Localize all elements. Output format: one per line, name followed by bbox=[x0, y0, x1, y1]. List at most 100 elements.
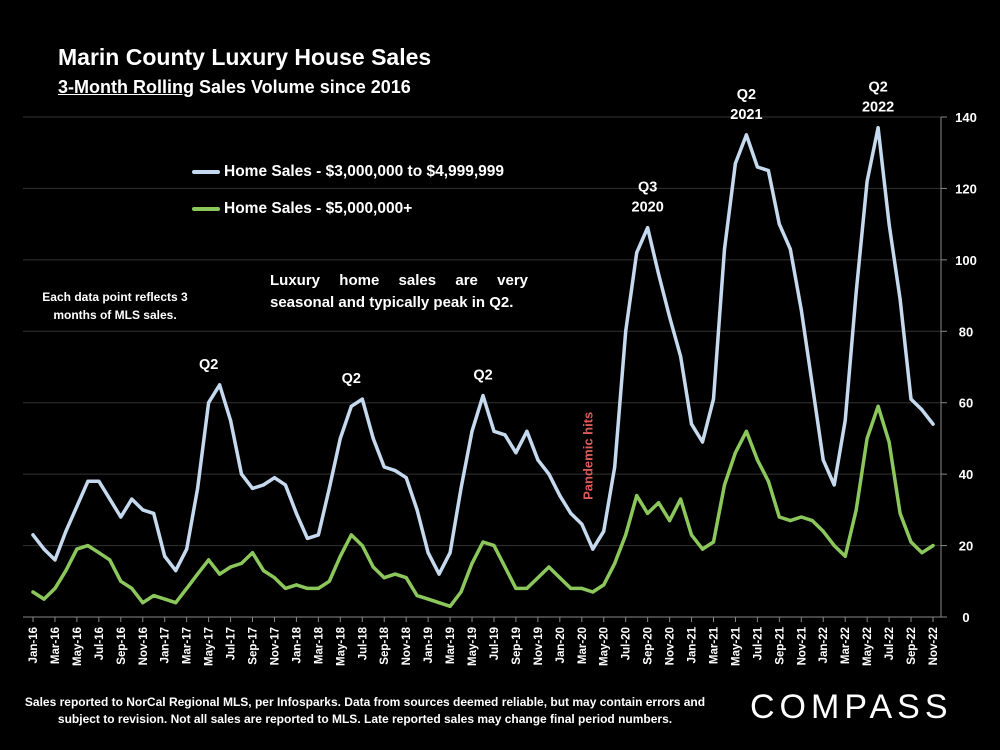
data-point-1-May-17 bbox=[207, 401, 211, 405]
chart-subtitle: 3-Month Rolling Sales Volume since 2016 bbox=[58, 77, 411, 98]
x-tick-label-Nov-17: Nov-17 bbox=[269, 627, 281, 665]
data-point-2-Jun-22 bbox=[876, 404, 880, 408]
data-point-2-Feb-21 bbox=[700, 547, 705, 551]
data-point-1-Apr-16 bbox=[64, 529, 68, 533]
data-point-2-Feb-16 bbox=[42, 597, 46, 601]
annotation-5-line-0: Q2 bbox=[868, 80, 887, 96]
data-point-2-Nov-16 bbox=[141, 601, 145, 605]
data-point-1-Sep-19 bbox=[514, 451, 518, 455]
data-point-1-Mar-21 bbox=[711, 397, 716, 401]
data-point-1-Jan-18 bbox=[294, 511, 298, 515]
data-point-1-Jul-20 bbox=[624, 329, 628, 333]
data-point-1-Jun-21 bbox=[744, 133, 749, 137]
series-points-2 bbox=[31, 404, 935, 608]
series-lines bbox=[31, 125, 935, 609]
data-point-1-Apr-19 bbox=[459, 486, 463, 490]
data-point-2-Nov-22 bbox=[931, 544, 935, 548]
data-point-1-Feb-21 bbox=[700, 440, 705, 444]
data-point-2-Aug-19 bbox=[503, 565, 507, 569]
data-point-2-Mar-21 bbox=[711, 540, 716, 544]
y-tick-label-0: 0 bbox=[962, 610, 969, 625]
data-point-1-Mar-20 bbox=[580, 522, 584, 526]
data-point-2-Oct-18 bbox=[393, 572, 397, 576]
data-point-1-Nov-18 bbox=[404, 476, 408, 480]
data-point-1-Oct-20 bbox=[657, 272, 661, 276]
data-point-1-Dec-21 bbox=[810, 383, 814, 387]
data-point-1-Feb-20 bbox=[569, 511, 573, 515]
x-tick-label-Jul-18: Jul-18 bbox=[357, 626, 369, 660]
data-point-1-Aug-22 bbox=[898, 297, 902, 301]
data-point-2-Jul-22 bbox=[887, 440, 891, 444]
x-tick-label-Sep-18: Sep-18 bbox=[379, 626, 391, 664]
data-point-2-Jun-21 bbox=[744, 429, 749, 433]
x-tick-label-May-20: May-20 bbox=[599, 627, 611, 666]
data-point-1-Jun-16 bbox=[86, 479, 90, 483]
x-axis: Jan-16 Mar-16 May-16 Jul-16 Sep-16 Nov-16 Jan-… bbox=[28, 617, 940, 666]
data-point-2-Feb-22 bbox=[832, 544, 836, 548]
subtitle-underlined: 3-Month Rolling bbox=[58, 77, 194, 97]
x-tick-label-Jan-18: Jan-18 bbox=[291, 626, 303, 663]
compass-logo: COMPASS bbox=[750, 688, 953, 726]
data-point-1-May-16 bbox=[75, 504, 79, 508]
y-tick-label-60: 60 bbox=[959, 396, 973, 411]
data-point-1-Apr-18 bbox=[327, 486, 331, 490]
data-point-1-Oct-17 bbox=[261, 483, 266, 487]
annotation-2: Q2 bbox=[473, 368, 492, 384]
data-point-1-Sep-18 bbox=[382, 465, 386, 469]
data-point-1-Jan-16 bbox=[31, 533, 35, 537]
x-tick-label-May-21: May-21 bbox=[730, 626, 742, 666]
data-point-1-Feb-18 bbox=[305, 536, 309, 541]
annotation-3: Q3 2020 bbox=[632, 180, 664, 216]
data-point-1-Feb-17 bbox=[174, 569, 178, 573]
x-tick-label-Sep-19: Sep-19 bbox=[511, 627, 523, 665]
x-tick-label-Mar-16: Mar-16 bbox=[50, 627, 62, 664]
data-point-1-Feb-19 bbox=[437, 572, 441, 576]
data-point-1-Aug-20 bbox=[635, 251, 639, 255]
data-point-1-Dec-20 bbox=[679, 354, 683, 358]
data-point-1-Aug-19 bbox=[503, 433, 507, 437]
legend-item-series1: Home Sales - $3,000,000 to $4,999,999 bbox=[192, 160, 504, 184]
data-point-2-Dec-16 bbox=[152, 594, 156, 598]
data-point-1-Mar-18 bbox=[316, 533, 320, 537]
data-point-2-Feb-20 bbox=[569, 586, 573, 591]
data-point-note: Each data point reflects 3 months of MLS… bbox=[42, 290, 188, 322]
data-point-2-May-22 bbox=[865, 436, 869, 440]
data-point-1-Sep-16 bbox=[119, 515, 123, 519]
x-tick-label-Mar-22: Mar-22 bbox=[840, 627, 852, 664]
data-point-2-Aug-21 bbox=[766, 479, 771, 483]
data-point-2-May-20 bbox=[602, 583, 606, 587]
data-point-2-Sep-17 bbox=[250, 551, 255, 555]
subtitle-rest: Sales Volume since 2016 bbox=[193, 77, 411, 97]
data-point-2-Nov-19 bbox=[536, 576, 540, 580]
data-point-1-Oct-18 bbox=[393, 469, 397, 473]
data-point-2-Jun-20 bbox=[613, 561, 617, 566]
data-point-1-May-20 bbox=[602, 529, 606, 533]
data-point-2-Aug-16 bbox=[108, 558, 112, 562]
data-point-1-Aug-21 bbox=[766, 169, 771, 173]
legend-swatch-series2 bbox=[192, 207, 220, 211]
data-point-1-Aug-16 bbox=[108, 497, 112, 501]
data-point-2-Jan-22 bbox=[821, 529, 825, 533]
data-point-2-Nov-18 bbox=[404, 576, 408, 580]
y-tick-label-20: 20 bbox=[959, 539, 973, 554]
data-point-1-Jan-21 bbox=[689, 422, 694, 426]
data-point-1-Jun-19 bbox=[481, 394, 485, 398]
data-point-2-Feb-18 bbox=[305, 586, 309, 591]
y-tick-label-80: 80 bbox=[959, 324, 973, 339]
data-point-1-Dec-16 bbox=[152, 511, 156, 515]
data-point-1-Feb-22 bbox=[832, 483, 836, 487]
data-point-2-Sep-19 bbox=[514, 586, 518, 591]
data-point-1-Oct-19 bbox=[525, 429, 529, 433]
data-point-2-Oct-20 bbox=[657, 501, 661, 505]
x-tick-label-Jan-20: Jan-20 bbox=[555, 627, 567, 663]
x-tick-label-Jul-17: Jul-17 bbox=[226, 627, 238, 660]
data-point-1-Nov-17 bbox=[272, 476, 277, 480]
x-tick-label-Jul-22: Jul-22 bbox=[884, 627, 896, 660]
data-point-2-Nov-20 bbox=[668, 519, 672, 523]
legend-item-series2: Home Sales - $5,000,000+ bbox=[192, 197, 504, 221]
data-point-2-May-18 bbox=[338, 554, 342, 558]
data-point-1-Sep-17 bbox=[250, 486, 255, 490]
data-point-2-Mar-19 bbox=[448, 604, 452, 608]
annotation-4-line-0: Q2 bbox=[737, 87, 756, 103]
